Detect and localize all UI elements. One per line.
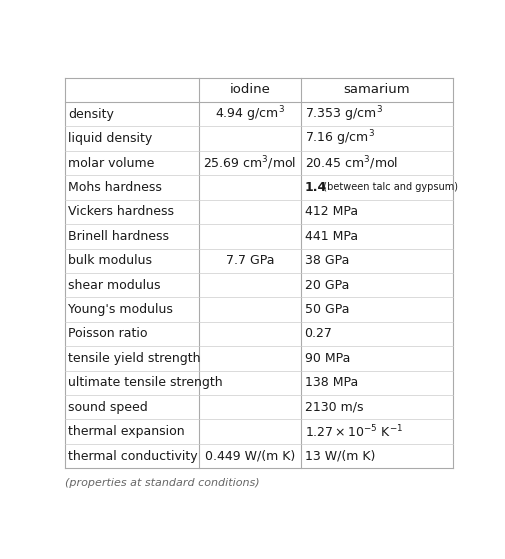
Text: 7.16 g/cm$^3$: 7.16 g/cm$^3$ [305, 129, 375, 149]
Text: liquid density: liquid density [68, 132, 153, 145]
Text: (between talc and gypsum): (between talc and gypsum) [318, 182, 459, 192]
Text: Mohs hardness: Mohs hardness [68, 181, 162, 194]
Text: 1.4: 1.4 [305, 181, 327, 194]
Text: 138 MPa: 138 MPa [305, 376, 358, 389]
Text: Poisson ratio: Poisson ratio [68, 328, 148, 340]
Text: 441 MPa: 441 MPa [305, 230, 358, 243]
Text: samarium: samarium [344, 83, 410, 97]
Text: 412 MPa: 412 MPa [305, 205, 358, 219]
Text: density: density [68, 108, 114, 121]
Text: molar volume: molar volume [68, 157, 155, 169]
Text: 38 GPa: 38 GPa [305, 254, 349, 267]
Text: 0.449 W/(m K): 0.449 W/(m K) [205, 449, 295, 462]
Text: 0.27: 0.27 [305, 328, 332, 340]
Text: ultimate tensile strength: ultimate tensile strength [68, 376, 223, 389]
Text: 2130 m/s: 2130 m/s [305, 401, 363, 414]
Text: 20.45 cm$^3$/mol: 20.45 cm$^3$/mol [305, 154, 398, 172]
Text: sound speed: sound speed [68, 401, 148, 414]
Text: 20 GPa: 20 GPa [305, 278, 349, 292]
Text: thermal expansion: thermal expansion [68, 425, 185, 438]
Text: (properties at standard conditions): (properties at standard conditions) [65, 478, 260, 488]
Text: 7.7 GPa: 7.7 GPa [226, 254, 274, 267]
Text: 4.94 g/cm$^3$: 4.94 g/cm$^3$ [215, 105, 285, 124]
Text: Brinell hardness: Brinell hardness [68, 230, 169, 243]
Text: 13 W/(m K): 13 W/(m K) [305, 449, 375, 462]
Text: Young's modulus: Young's modulus [68, 303, 173, 316]
Text: bulk modulus: bulk modulus [68, 254, 152, 267]
Text: thermal conductivity: thermal conductivity [68, 449, 198, 462]
Text: 90 MPa: 90 MPa [305, 352, 350, 365]
Text: $1.27\times10^{-5}\ \mathrm{K}^{-1}$: $1.27\times10^{-5}\ \mathrm{K}^{-1}$ [305, 423, 403, 440]
Text: iodine: iodine [230, 83, 271, 97]
Text: tensile yield strength: tensile yield strength [68, 352, 200, 365]
Text: 50 GPa: 50 GPa [305, 303, 349, 316]
Text: Vickers hardness: Vickers hardness [68, 205, 174, 219]
Text: 7.353 g/cm$^3$: 7.353 g/cm$^3$ [305, 105, 382, 124]
Text: shear modulus: shear modulus [68, 278, 161, 292]
Text: 25.69 cm$^3$/mol: 25.69 cm$^3$/mol [204, 154, 297, 172]
